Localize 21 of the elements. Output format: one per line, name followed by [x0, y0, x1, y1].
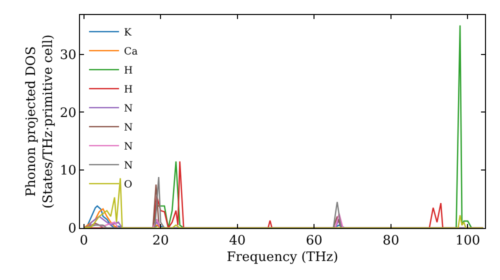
legend-label: H	[124, 84, 134, 96]
y-tick-label: 10	[60, 164, 76, 179]
y-tick-label: 30	[60, 48, 76, 63]
legend-label: N	[124, 160, 134, 172]
x-tick-label: 0	[80, 234, 88, 249]
x-tick-label: 80	[382, 234, 400, 249]
legend-label: N	[124, 122, 134, 134]
y-tick-label: 20	[60, 106, 76, 121]
legend-label: H	[124, 66, 134, 77]
legend-label: N	[124, 104, 134, 115]
legend-label: K	[124, 28, 132, 39]
legend-label: O	[124, 180, 132, 191]
x-axis-title: Frequency (THz)	[226, 250, 338, 266]
y-tick-label: 0	[68, 222, 76, 237]
x-tick-label: 100	[455, 234, 480, 249]
y-axis-title: Phonon projected DOS (States/THz·primitive cell)	[24, 34, 56, 209]
x-tick-label: 40	[229, 234, 246, 249]
legend-label: N	[124, 142, 134, 153]
legend-label: Ca	[124, 46, 138, 58]
x-tick-label: 60	[306, 234, 322, 249]
x-tick-label: 20	[152, 234, 169, 249]
